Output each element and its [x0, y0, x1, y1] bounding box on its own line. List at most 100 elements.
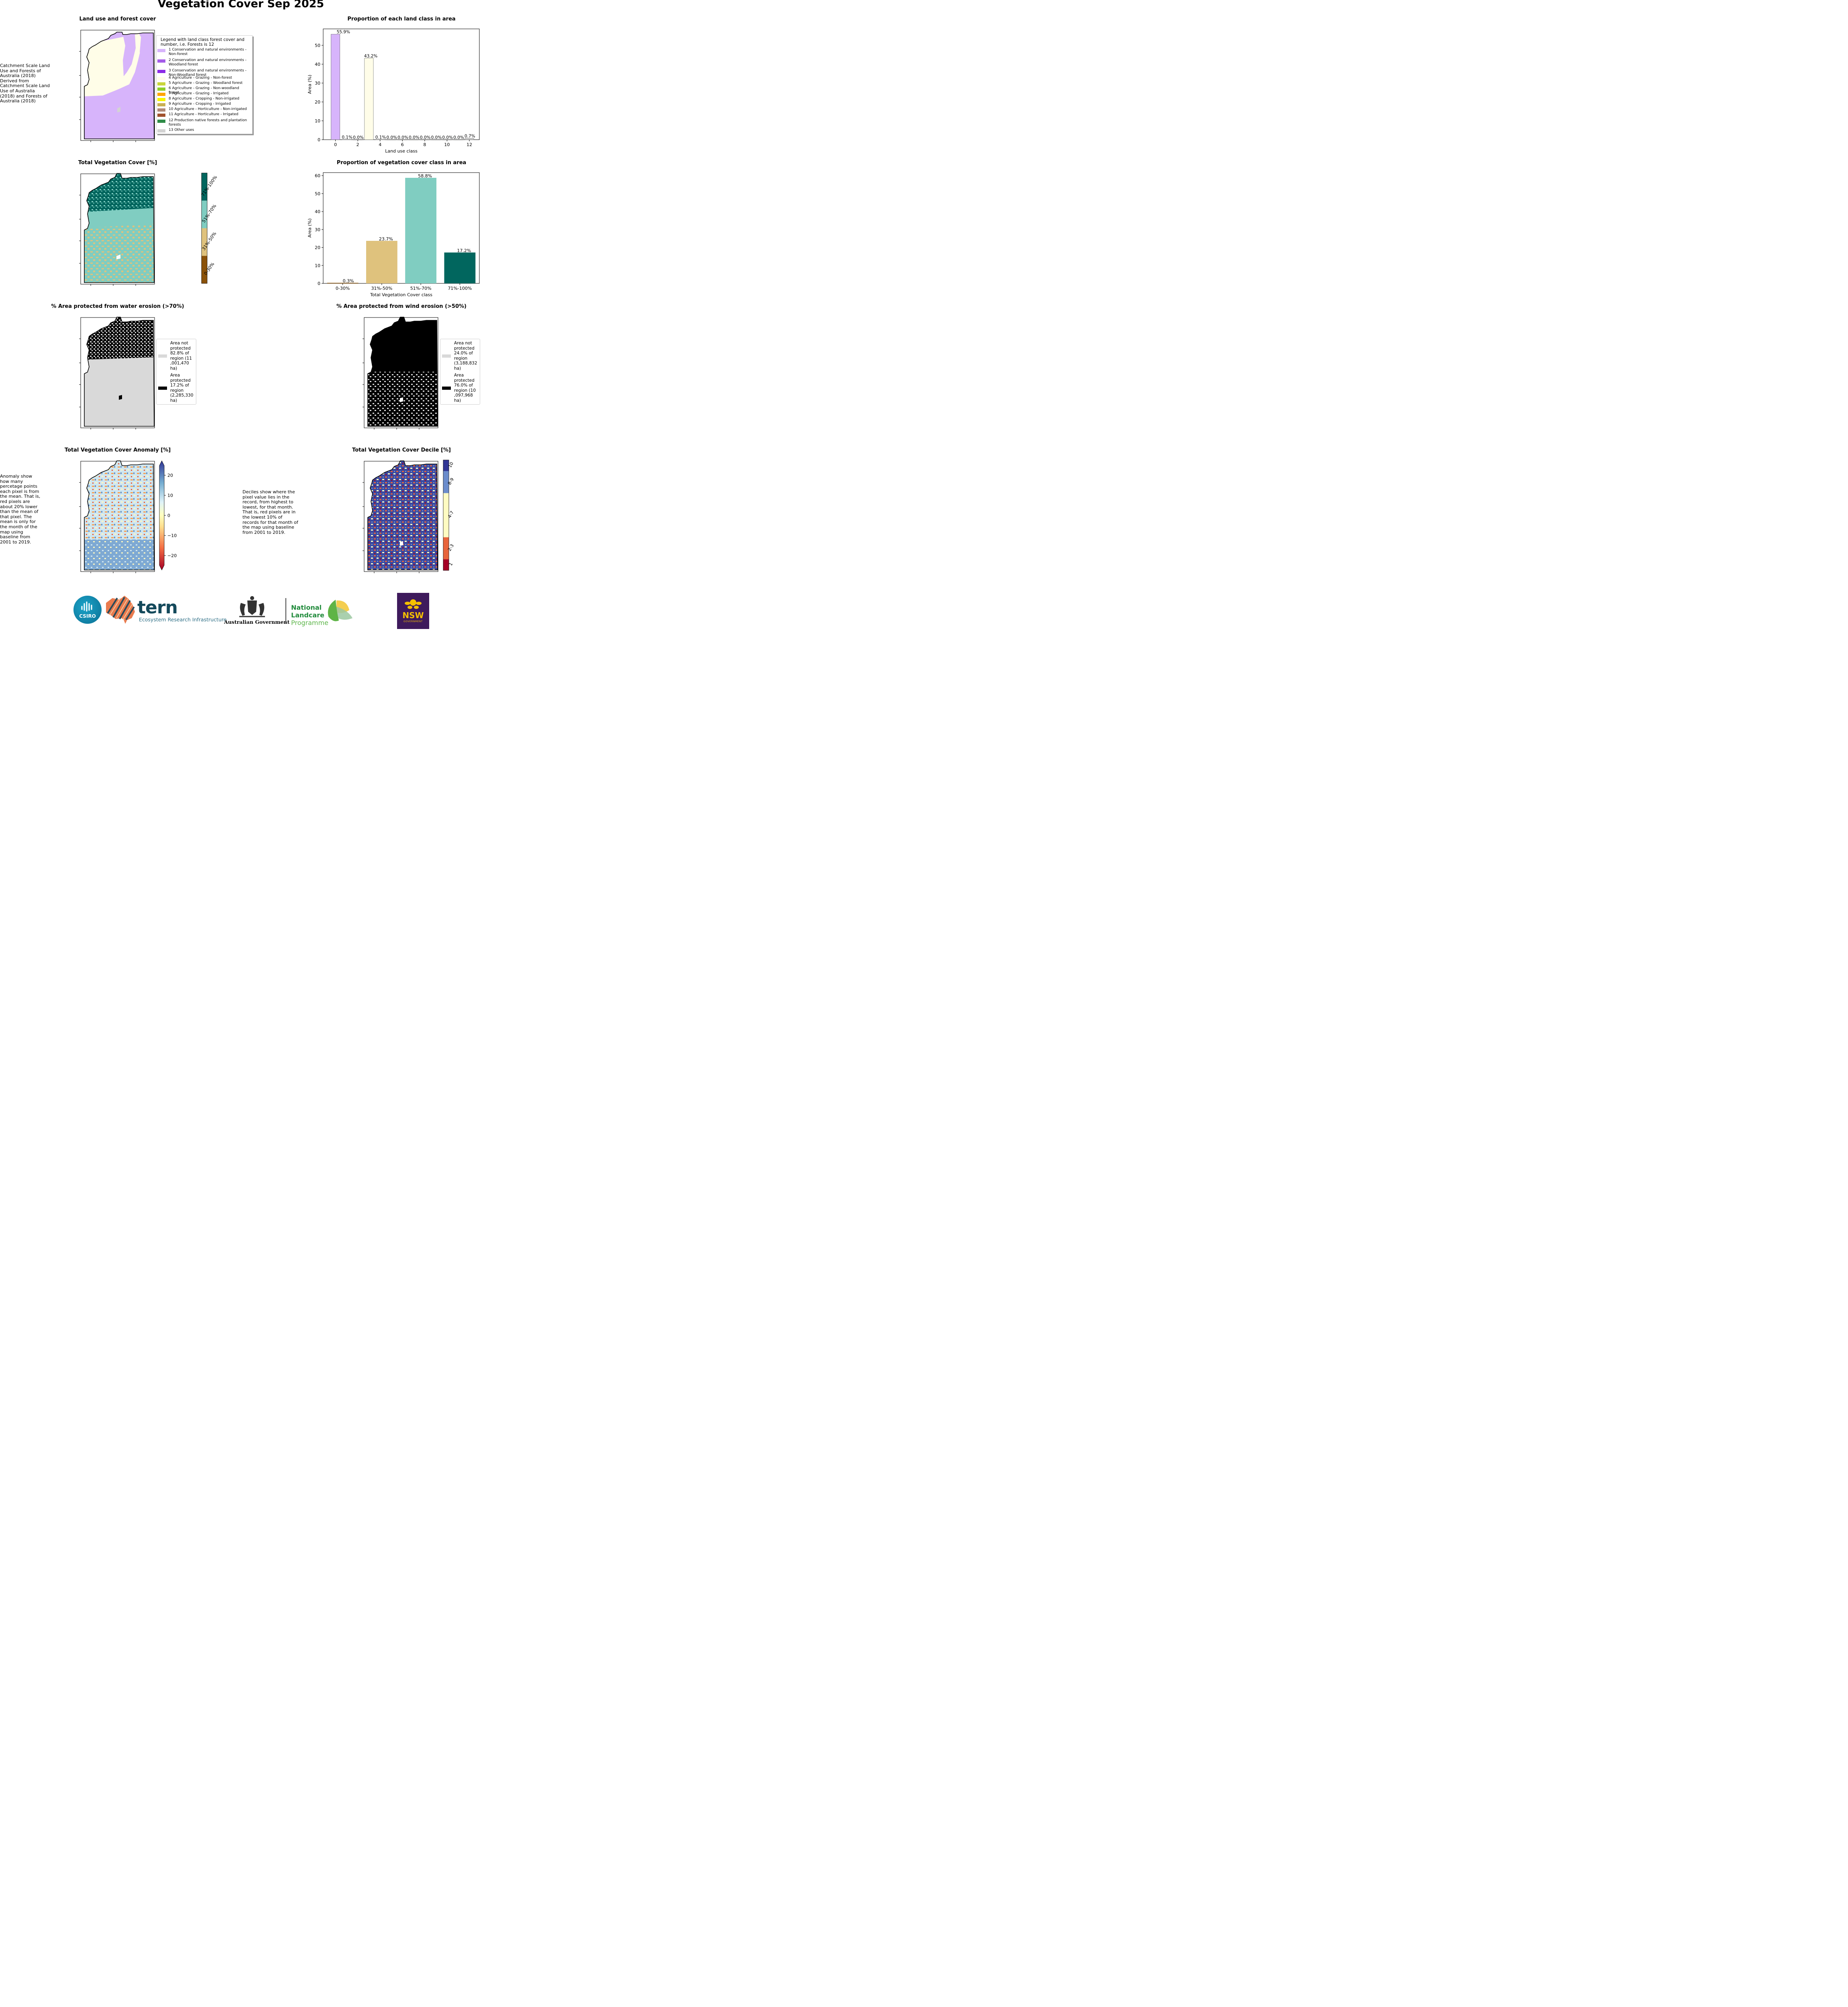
legend-swatch	[442, 387, 451, 390]
y-axis-label: Area (%)	[307, 218, 312, 238]
x-tick-label: 0-30%	[336, 286, 350, 291]
data-label: 0.1%	[342, 135, 352, 140]
legend-label: 1 Conservation and natural environments …	[169, 48, 247, 56]
wind-map-title: % Area protected from wind erosion (>50%…	[336, 303, 467, 309]
tvc-map-title: Total Vegetation Cover [%]	[78, 160, 157, 166]
landuse-side-note: Catchment Scale Land Use and Forests of …	[0, 63, 50, 104]
y-tick-label: 60	[315, 173, 320, 179]
colorbar-frame	[201, 173, 208, 284]
data-label: 23.7%	[379, 236, 393, 242]
anomaly-colorbar-ticks: 20 10 0 −10 −20	[164, 473, 177, 558]
csiro-logo: CSIRO	[73, 596, 102, 624]
tvc-colorbar: 0-30%31%-50%51%-70%71%-100%	[200, 173, 218, 284]
coat-of-arms-icon	[239, 596, 265, 617]
x-tick-label: 8	[423, 142, 426, 147]
x-tick-label: 2	[357, 142, 359, 147]
y-tick-label: 0	[318, 281, 320, 286]
colorbar-segment	[202, 256, 207, 283]
colorbar-segment	[443, 537, 449, 560]
plot-area	[323, 28, 480, 140]
data-label: 43.2%	[364, 54, 377, 59]
legend-label: 9 Agriculture - Cropping - Irrigated	[169, 102, 231, 106]
nsw-logo-text: NSW	[402, 611, 424, 620]
anomaly-map-fill	[84, 461, 154, 570]
legend-swatch	[158, 354, 167, 358]
y-tick-label: 50	[315, 43, 320, 48]
landuse-legend-item: 11 Agriculture - Horticulture - Irrigate…	[157, 112, 251, 117]
page-title: Vegetation Cover Sep 2025	[157, 0, 324, 10]
data-label: 55.9%	[337, 30, 350, 35]
bar-71-100	[444, 252, 476, 283]
data-label: 0.0%	[386, 135, 397, 140]
nsw-logo-subtitle: GOVERNMENT	[403, 620, 423, 623]
legend-swatch	[157, 93, 165, 96]
colorbar-frame	[443, 460, 449, 571]
legend-swatch	[157, 88, 165, 91]
tvc-map	[79, 173, 155, 286]
colorbar-segment	[443, 559, 449, 570]
data-label: 0.0%	[409, 135, 420, 140]
landuse-legend-item: 3 Conservation and natural environments …	[157, 69, 251, 77]
wind-legend: Area not protected 24.0% of region (3,18…	[440, 339, 480, 405]
legend-swatch	[157, 59, 165, 63]
legend-label: 2 Conservation and natural environments …	[169, 58, 247, 67]
landcare-leaf-icon	[328, 600, 352, 621]
landuse-legend-item: 12 Production native forests and plantat…	[157, 118, 251, 127]
x-tick-label: 10	[444, 142, 450, 147]
data-label: 0.0%	[442, 135, 453, 140]
nlp-text-landcare: Landcare	[291, 611, 324, 619]
anomaly-map-title: Total Vegetation Cover Anomaly [%]	[64, 447, 171, 453]
bar-0-30	[327, 283, 359, 284]
legend-swatch	[157, 77, 165, 80]
data-label: 0.3%	[343, 279, 354, 284]
data-label: 0.0%	[431, 135, 442, 140]
legend-swatch	[157, 129, 165, 132]
x-tick-label: 12	[467, 142, 472, 147]
anomaly-colorbar-bar	[159, 460, 165, 570]
legend-swatch	[157, 108, 165, 112]
legend-label: Area protected 17.2% of region (2,285,33…	[170, 373, 194, 403]
decile-colorbar: 12-34-78-910	[443, 460, 455, 571]
colorbar-segment	[202, 200, 207, 228]
legend-label: 12 Production native forests and plantat…	[169, 118, 247, 127]
legend-label: 6 Agriculture - Grazing - Non-woodland f…	[169, 86, 239, 95]
anomaly-map	[79, 460, 155, 573]
legend-swatch	[157, 120, 165, 123]
bar-31-50	[366, 240, 397, 283]
data-label: 0.0%	[397, 135, 408, 140]
data-label: 0.7%	[465, 134, 475, 139]
landuse-legend-item: 13 Other uses	[157, 128, 251, 132]
water-legend: Area not protected 82.8% of region (11 ,…	[156, 339, 196, 405]
legend-label: Area not protected 82.8% of region (11 ,…	[170, 341, 192, 371]
australian-government-text: Australian Government	[224, 619, 290, 625]
colorbar-tick-label: −20	[167, 553, 177, 558]
landuse-map	[79, 30, 155, 142]
anomaly-side-note: Anomaly show how many percetage points e…	[0, 474, 41, 545]
legend-label: 5 Agriculture - Grazing - Woodland fores…	[169, 81, 243, 85]
landuse-map-title: Land use and forest cover	[79, 16, 156, 22]
y-tick-label: 10	[315, 118, 320, 124]
decile-side-note: Deciles show where the pixel value lies …	[242, 489, 298, 535]
legend-swatch	[157, 114, 165, 117]
data-label: 58.8%	[418, 173, 432, 179]
colorbar-segment	[202, 228, 207, 256]
water-map	[79, 317, 155, 429]
colorbar-tick-label: 10	[167, 493, 173, 498]
x-tick-label: 0	[334, 142, 337, 147]
colorbar-segment	[202, 173, 207, 201]
wind-map	[363, 317, 438, 429]
y-tick-label: 40	[315, 62, 320, 67]
landuse-legend-item: 4 Agriculture - Grazing - Non-forest	[157, 76, 251, 80]
legend-label: 3 Conservation and natural environments …	[169, 69, 247, 77]
legend-swatch	[158, 387, 167, 390]
legend-label: 11 Agriculture - Horticulture - Irrigate…	[169, 112, 238, 116]
y-tick-label: 40	[315, 209, 320, 214]
landclass-chart-title: Proportion of each land class in area	[347, 16, 456, 22]
colorbar-tick-label: 0	[167, 513, 170, 518]
decile-map-fill	[368, 461, 438, 570]
y-axis-label: Area (%)	[307, 75, 312, 94]
y-tick-label: 10	[315, 263, 320, 268]
landuse-map-fill	[84, 32, 154, 139]
data-label: 0.0%	[420, 135, 431, 140]
nlp-text-programme: Programme	[291, 619, 328, 627]
